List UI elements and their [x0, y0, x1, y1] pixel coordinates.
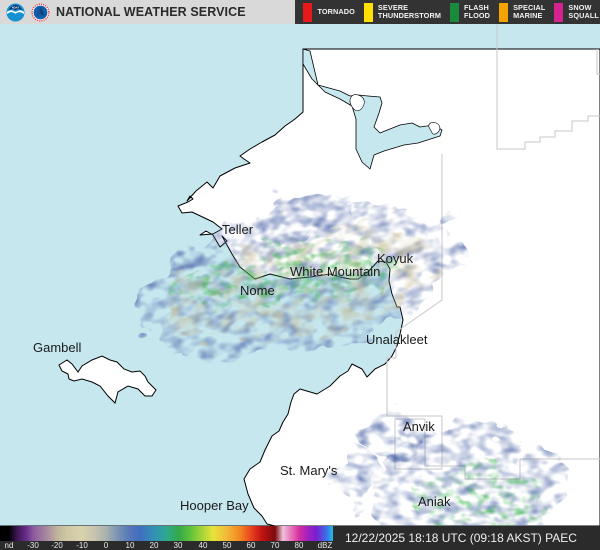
svg-text:Nome: Nome — [240, 283, 275, 298]
svg-text:Hooper Bay: Hooper Bay — [180, 498, 249, 513]
svg-text:Aniak: Aniak — [418, 494, 451, 509]
svg-text:Koyuk: Koyuk — [377, 251, 414, 266]
svg-text:NOAA: NOAA — [12, 6, 19, 9]
svg-text:St. Mary's: St. Mary's — [280, 463, 338, 478]
svg-text:White Mountain: White Mountain — [290, 264, 380, 279]
svg-text:Unalakleet: Unalakleet — [366, 332, 428, 347]
svg-text:Gambell: Gambell — [33, 340, 82, 355]
svg-text:Anvik: Anvik — [403, 419, 435, 434]
svg-text:Teller: Teller — [222, 222, 254, 237]
